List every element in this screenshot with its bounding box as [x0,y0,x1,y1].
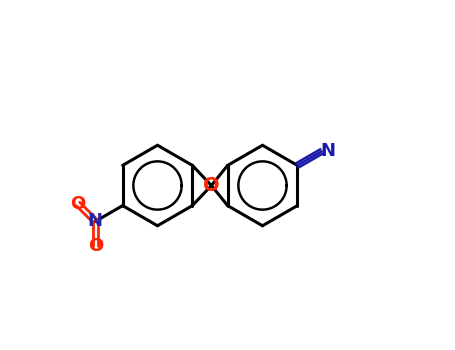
Text: O: O [71,195,86,213]
Text: N: N [320,142,335,160]
Text: O: O [88,237,103,255]
Text: O: O [203,176,220,195]
Text: N: N [88,212,103,230]
